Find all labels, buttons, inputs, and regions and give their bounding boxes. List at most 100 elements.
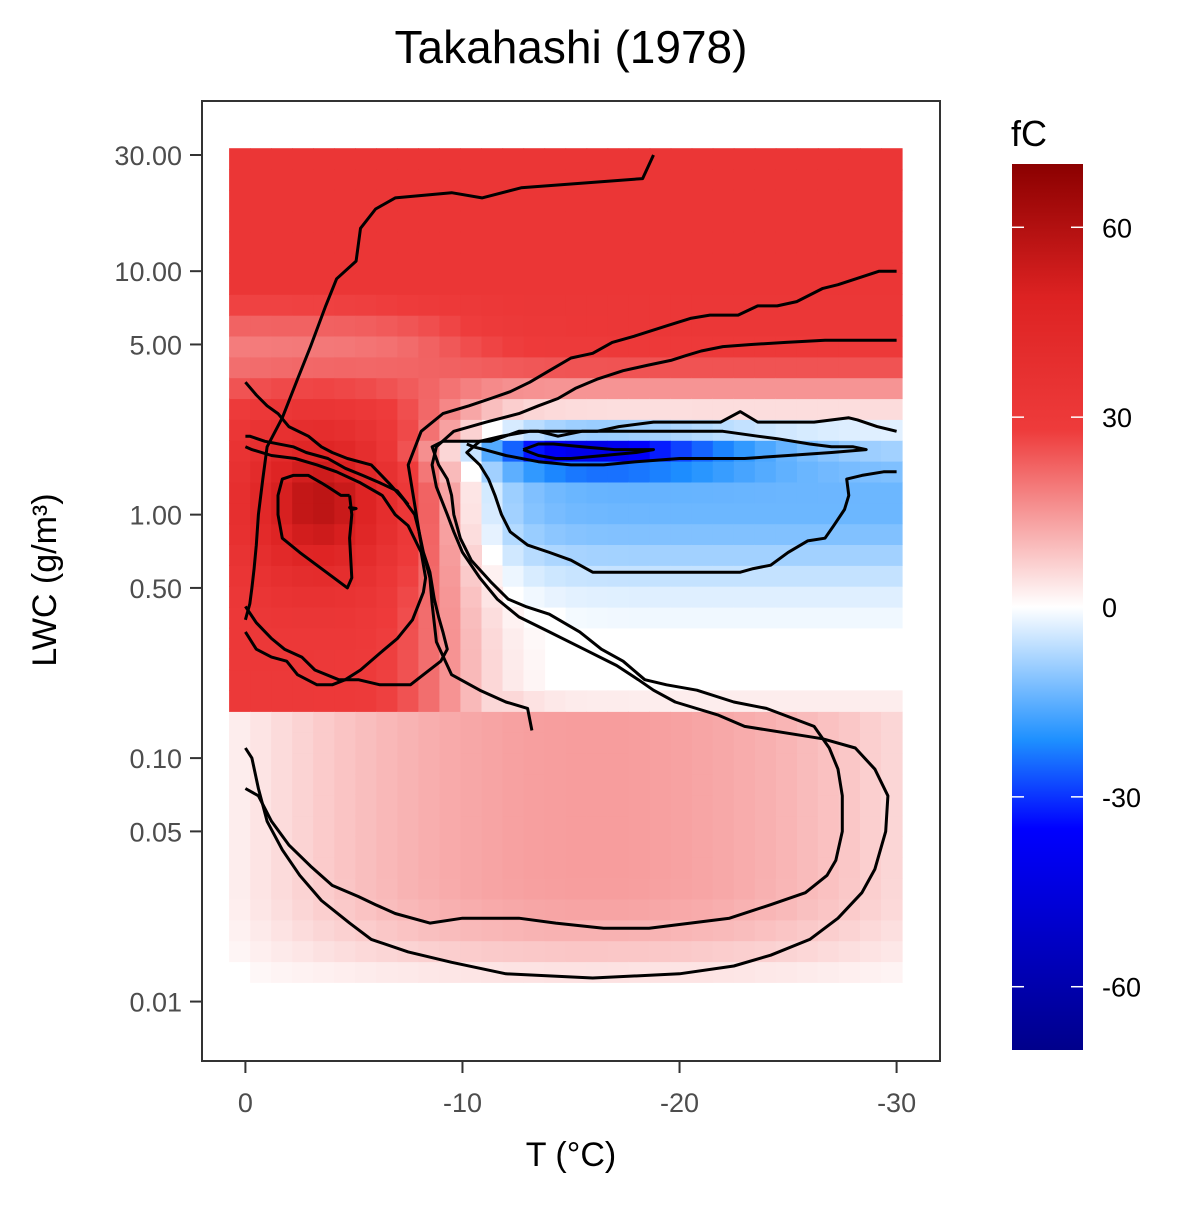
heatmap-cell (460, 836, 482, 858)
heatmap-cell (733, 919, 756, 942)
heatmap-cell (460, 231, 482, 254)
heatmap-cell (544, 565, 567, 587)
heatmap-cell (229, 878, 251, 900)
heatmap-cell (355, 648, 377, 671)
heatmap-cell (502, 294, 525, 316)
heatmap-cell (523, 273, 546, 295)
heatmap-cell (860, 440, 882, 462)
heatmap-cell (271, 773, 293, 796)
heatmap-cell (544, 857, 567, 879)
heatmap-cell (271, 231, 293, 254)
heatmap-cell (796, 752, 819, 775)
heatmap-cell (565, 878, 588, 900)
heatmap-cell (796, 461, 819, 483)
heatmap-cell (355, 419, 377, 441)
heatmap-cell (355, 189, 377, 212)
heatmap-cell (376, 836, 398, 858)
heatmap-cell (775, 878, 798, 900)
heatmap-cell (754, 481, 777, 504)
heatmap-cell (712, 189, 735, 212)
heatmap-cell (229, 523, 251, 545)
heatmap-cell (250, 231, 272, 254)
heatmap-cell (397, 732, 419, 754)
heatmap-cell (460, 669, 482, 691)
heatmap-cell (691, 377, 714, 400)
heatmap-cell (544, 940, 567, 963)
heatmap-cell (881, 294, 903, 316)
heatmap-cell (334, 627, 356, 650)
contour-line (243, 154, 655, 621)
heatmap-cell (754, 169, 777, 191)
heatmap-cell (649, 794, 672, 817)
heatmap-cell (628, 148, 651, 170)
heatmap-cell (649, 898, 672, 921)
heatmap-cell (397, 648, 419, 671)
heatmap-cell (334, 377, 356, 400)
heatmap-cell (860, 606, 882, 629)
heatmap-cell (250, 169, 272, 191)
heatmap-cell (502, 461, 525, 483)
heatmap-cell (439, 335, 461, 358)
heatmap-cell (838, 398, 861, 420)
colorbar-ticks: 60 30 0 -30 -60 (1012, 213, 1141, 1003)
heatmap-cell (860, 148, 882, 170)
heatmap-cell (418, 648, 440, 671)
heatmap-cell (565, 398, 588, 420)
heatmap-cell (607, 565, 630, 587)
heatmap-cell (775, 481, 798, 504)
heatmap-cell (712, 940, 735, 963)
y-tick-label: 30.00 (114, 141, 182, 171)
heatmap-cell (502, 377, 525, 400)
heatmap-cell (460, 627, 482, 650)
heatmap-cell (313, 356, 335, 379)
heatmap-cell (838, 294, 861, 316)
heatmap-cell (733, 356, 756, 379)
heatmap-cell (271, 940, 293, 963)
heatmap-cell (334, 648, 356, 671)
heatmap-cell (313, 857, 335, 879)
heatmap-cell (649, 565, 672, 587)
heatmap-cell (838, 544, 861, 566)
heatmap-cell (649, 857, 672, 879)
x-tick-label: -30 (877, 1088, 916, 1118)
heatmap-cell (691, 711, 714, 733)
heatmap-cell (355, 961, 377, 983)
heatmap-cell (565, 294, 588, 316)
heatmap-cell (733, 732, 756, 754)
heatmap-cell (292, 773, 314, 796)
heatmap-cell (397, 210, 419, 233)
heatmap-cell (271, 669, 293, 691)
heatmap-cell (838, 315, 861, 337)
heatmap-cell (565, 919, 588, 942)
heatmap-cell (334, 315, 356, 337)
heatmap-cell (775, 606, 798, 629)
heatmap-cell (586, 148, 609, 170)
heatmap-cell (502, 627, 525, 650)
heatmap-cell (481, 648, 504, 671)
heatmap-cell (397, 252, 419, 274)
heatmap-cell (754, 356, 777, 379)
heatmap-cell (691, 773, 714, 796)
heatmap-cell (334, 169, 356, 191)
heatmap-cell (481, 586, 504, 608)
heatmap-cell (712, 169, 735, 191)
heatmap-cell (881, 440, 903, 462)
heatmap-cell (775, 794, 798, 817)
heatmap-cell (586, 252, 609, 274)
heatmap-cell (502, 836, 525, 858)
heatmap-cell (250, 377, 272, 400)
heatmap-cell (418, 732, 440, 754)
heatmap-cell (502, 189, 525, 212)
heatmap-cell (628, 252, 651, 274)
heatmap-cell (670, 231, 693, 254)
heatmap-cell (418, 419, 440, 441)
heatmap-cell (691, 732, 714, 754)
heatmap-cell (313, 398, 335, 420)
heatmap-cell (292, 252, 314, 274)
heatmap-cell (544, 210, 567, 233)
heatmap-cell (397, 773, 419, 796)
heatmap-cell (796, 940, 819, 963)
heatmap-cell (439, 857, 461, 879)
heatmap-cell (586, 502, 609, 525)
